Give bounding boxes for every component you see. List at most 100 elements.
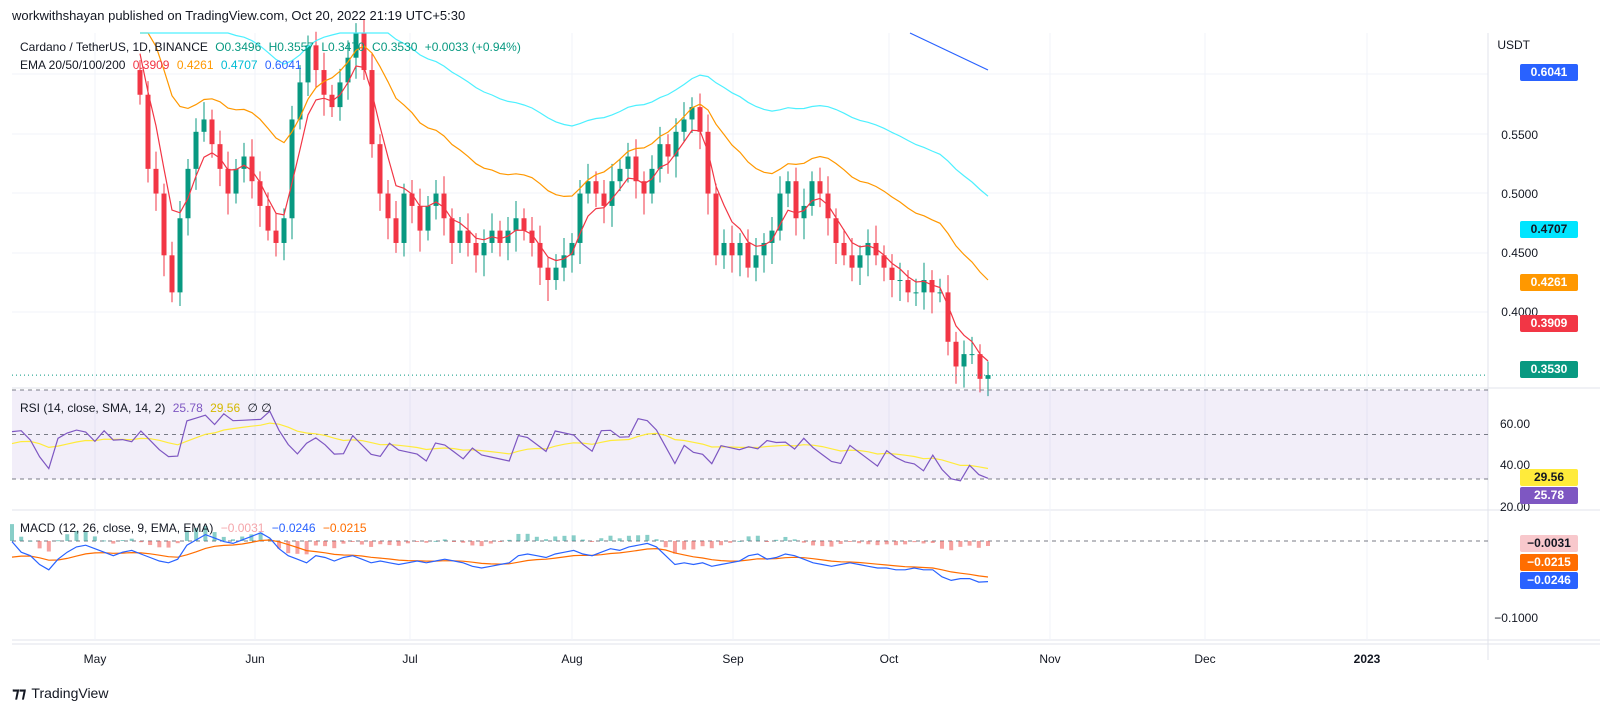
macd-histogram-bar — [857, 541, 862, 544]
macd-histogram-bar — [28, 540, 33, 542]
macd-tick: −0.1000 — [1494, 611, 1538, 625]
candle-body — [713, 193, 719, 256]
macd-histogram-bar — [461, 541, 466, 543]
macd-legend[interactable]: MACD (12, 26, close, 9, EMA, EMA) −0.003… — [20, 521, 371, 535]
ema-lines — [139, 32, 989, 362]
candle-body — [633, 156, 639, 182]
candle-body — [545, 267, 551, 281]
candle-body — [289, 119, 295, 219]
candle-body — [881, 255, 887, 268]
candle-body — [513, 218, 519, 231]
macd-histogram-bar — [405, 541, 410, 544]
macd-histogram-bar — [19, 536, 24, 541]
candle-body — [401, 193, 407, 243]
candle-body — [617, 168, 623, 182]
time-tick-dec: Dec — [1194, 652, 1216, 666]
macd-histogram-bar — [479, 541, 484, 547]
rsi-label: RSI (14, close, SMA, 14, 2) — [20, 401, 166, 415]
candle-body — [241, 156, 247, 169]
candle-body — [233, 168, 239, 194]
macd-histogram-bar — [590, 541, 595, 542]
candle-body — [369, 70, 375, 145]
candle-body — [945, 292, 951, 342]
symbol-legend[interactable]: Cardano / TetherUS, 1D, BINANCE O0.3496 … — [20, 40, 525, 54]
candle-body — [465, 230, 471, 243]
candle-body — [569, 242, 575, 256]
macd-histogram-bar — [709, 541, 714, 549]
macd-histogram-bar — [378, 541, 383, 545]
candle-body — [609, 181, 615, 206]
macd-histogram-bar — [148, 541, 153, 546]
macd-signal-value: −0.0215 — [322, 521, 367, 535]
symbol-name: Cardano / TetherUS, 1D, BINANCE — [20, 40, 208, 54]
candle-body — [665, 144, 671, 157]
time-tick-nov: Nov — [1039, 652, 1061, 666]
macd-histogram-bar — [194, 527, 199, 541]
macd-histogram-bar — [580, 539, 585, 541]
candle-body — [897, 280, 903, 282]
macd-histogram-bar — [534, 536, 539, 541]
macd-histogram-bar — [175, 541, 180, 544]
macd-histogram-bar — [939, 541, 944, 549]
candle-body — [529, 230, 535, 243]
change-value: +0.0033 (+0.94%) — [424, 40, 521, 54]
candle-body — [849, 255, 855, 268]
ema-20-line — [139, 53, 989, 362]
macd-histogram-bar — [663, 541, 668, 548]
publisher-header: workwithshayan published on TradingView.… — [12, 8, 466, 23]
candle-body — [625, 156, 631, 169]
ema50-price-badge: 0.4261 — [1520, 274, 1578, 291]
macd-histogram-bar — [10, 524, 14, 541]
rsi-tick: 60.00 — [1499, 417, 1530, 431]
rsi-value-badge: 25.78 — [1520, 487, 1578, 504]
time-tick-jul: Jul — [402, 652, 418, 666]
candle-body — [177, 218, 183, 293]
macd-histogram-bar — [350, 541, 355, 542]
macd-histogram-bar — [323, 541, 328, 547]
candle-body — [161, 193, 167, 256]
ema100-price-badge: 0.4707 — [1520, 221, 1578, 238]
macd-histogram-bar — [636, 535, 641, 541]
tradingview-footer[interactable]: ⁊⁊ TradingView — [12, 684, 108, 702]
macd-histogram-bar — [801, 541, 806, 543]
macd-signal-badge: −0.0215 — [1520, 554, 1578, 571]
candle-body — [521, 218, 527, 231]
candle-body — [817, 181, 823, 194]
macd-histogram-bar — [369, 541, 374, 547]
candle-body — [601, 193, 607, 206]
candle-body — [169, 255, 175, 293]
candle-body — [641, 181, 647, 194]
macd-label: MACD (12, 26, close, 9, EMA, EMA) — [20, 521, 214, 535]
rsi-legend[interactable]: RSI (14, close, SMA, 14, 2) 25.78 29.56 … — [20, 401, 276, 415]
macd-histogram-bar — [507, 539, 512, 541]
candle-body — [577, 193, 583, 243]
macd-histogram-bar — [341, 541, 346, 544]
candle-body — [457, 230, 463, 243]
ema-50-line — [140, 32, 989, 281]
ema-legend[interactable]: EMA 20/50/100/200 0.3909 0.4261 0.4707 0… — [20, 58, 306, 72]
macd-histogram-bar — [967, 541, 972, 546]
time-tick-sep: Sep — [722, 652, 744, 666]
macd-histogram-bar — [562, 535, 567, 541]
candle-body — [209, 119, 215, 145]
macd-histogram-bar — [313, 541, 318, 546]
candle-body — [953, 341, 959, 367]
macd-histogram-bar — [516, 533, 521, 541]
macd-histogram-bar — [451, 541, 456, 542]
candle-body — [225, 168, 231, 194]
candle-body — [305, 45, 311, 83]
macd-histogram-bar — [184, 530, 189, 541]
macd-histogram-bar — [102, 540, 107, 542]
macd-histogram-bar — [728, 541, 733, 543]
time-tick-may: May — [83, 652, 107, 666]
macd-histogram-bar — [626, 535, 631, 541]
macd-histogram-bar — [765, 541, 770, 542]
time-tick-2023: 2023 — [1353, 652, 1381, 666]
macd-value-badge: −0.0246 — [1520, 572, 1578, 589]
macd-histogram-bar — [396, 541, 401, 546]
price-tick: 0.5500 — [1501, 128, 1538, 142]
macd-histogram-bar — [847, 541, 852, 542]
macd-histogram-bar — [654, 539, 659, 541]
rsi-sma-badge: 29.56 — [1520, 469, 1578, 486]
